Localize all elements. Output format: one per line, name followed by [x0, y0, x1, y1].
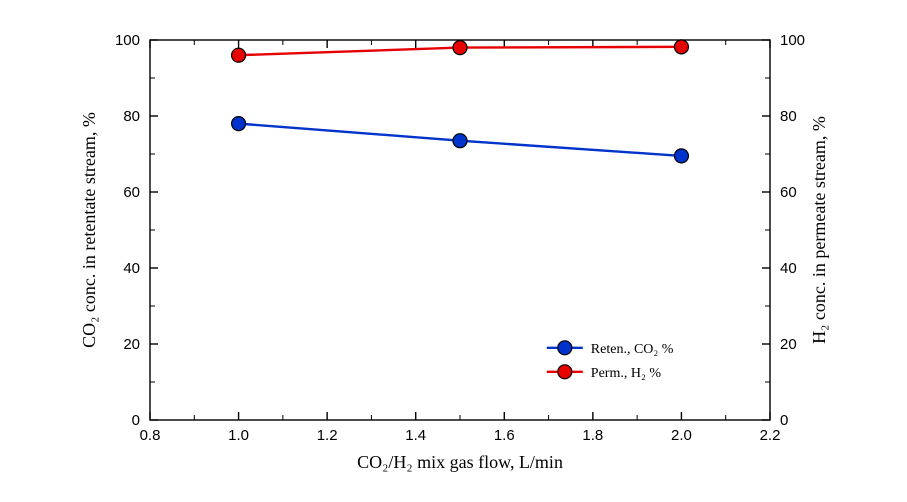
x-tick-label: 2.0 [671, 427, 692, 444]
x-tick-label: 2.2 [760, 427, 781, 444]
y-left-tick-label: 0 [132, 412, 140, 429]
x-tick-label: 1.2 [317, 427, 338, 444]
series-marker [453, 41, 467, 55]
legend-sample-marker [558, 341, 572, 355]
chart-container: 0.81.01.21.41.61.82.02.20204060801000204… [0, 0, 907, 502]
x-tick-label: 1.0 [228, 427, 249, 444]
y-left-tick-label: 100 [115, 32, 140, 49]
legend-sample-marker [558, 365, 572, 379]
chart-svg: 0.81.01.21.41.61.82.02.20204060801000204… [0, 0, 907, 502]
series-marker [674, 149, 688, 163]
x-axis-label: CO₂/H₂ mix gas flow, L/min [357, 452, 563, 472]
x-tick-label: 0.8 [140, 427, 161, 444]
x-tick-label: 1.4 [405, 427, 426, 444]
legend-label: Perm., H₂ % [591, 366, 662, 381]
y-right-axis-label: H₂ conc. in permeate stream, % [809, 116, 829, 344]
series-marker [453, 134, 467, 148]
y-right-tick-label: 100 [780, 32, 805, 49]
series-marker [232, 48, 246, 62]
y-left-tick-label: 20 [123, 336, 140, 353]
y-left-axis-label: CO₂ conc. in retentate stream, % [79, 112, 99, 348]
y-right-tick-label: 0 [780, 412, 788, 429]
y-left-tick-label: 80 [123, 108, 140, 125]
x-tick-label: 1.8 [582, 427, 603, 444]
y-left-tick-label: 40 [123, 260, 140, 277]
series-marker [674, 40, 688, 54]
y-right-tick-label: 20 [780, 336, 797, 353]
y-right-tick-label: 60 [780, 184, 797, 201]
y-right-tick-label: 80 [780, 108, 797, 125]
y-left-tick-label: 60 [123, 184, 140, 201]
x-tick-label: 1.6 [494, 427, 515, 444]
y-right-tick-label: 40 [780, 260, 797, 277]
series-marker [232, 117, 246, 131]
legend-label: Reten., CO₂ % [591, 342, 674, 357]
